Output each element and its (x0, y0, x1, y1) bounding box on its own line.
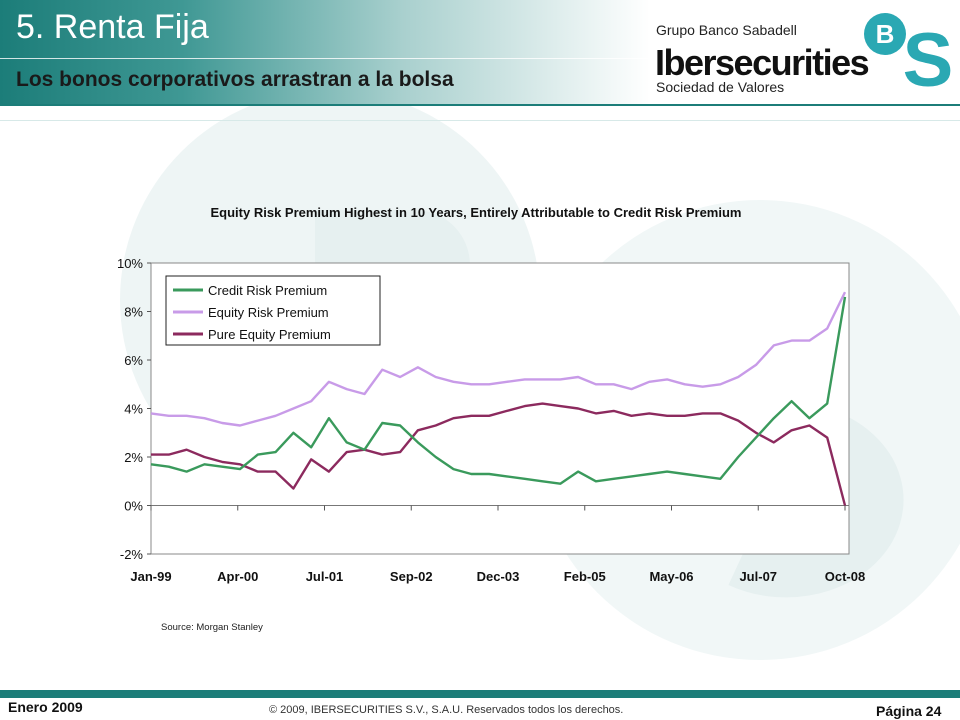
footer-page-number: Página 24 (876, 703, 942, 719)
chart-title: Equity Risk Premium Highest in 10 Years,… (211, 205, 742, 220)
bs-logo: B S (864, 13, 954, 90)
header-rule-light (0, 120, 960, 121)
y-tick-label: 10% (117, 256, 143, 271)
page-title: 5. Renta Fija (16, 8, 209, 46)
x-axis: Jan-99 Apr-00 Jul-01 Sep-02 Dec-03 Feb-05 May-… (130, 505, 865, 584)
header-rule (0, 104, 960, 106)
logo-letter-s: S (903, 18, 954, 90)
x-tick-label: Sep-02 (390, 569, 433, 584)
brand-name: Ibersecurities (655, 42, 870, 83)
footer-bar (0, 690, 960, 698)
y-tick-label: 6% (124, 353, 143, 368)
series-line-2 (150, 291, 847, 427)
series-lines (150, 291, 847, 506)
chart-source: Source: Morgan Stanley (161, 622, 263, 633)
y-tick-label: -2% (120, 547, 144, 562)
x-tick-label: Jul-07 (739, 569, 777, 584)
logo-letter-b: B (876, 19, 895, 49)
y-axis: 10% 8% 6% 4% 2% 0% -2% (117, 256, 151, 562)
series-line-3 (151, 402, 847, 506)
series-line-1 (150, 296, 847, 485)
x-tick-label: Jan-99 (130, 569, 171, 584)
x-tick-label: Feb-05 (564, 569, 606, 584)
y-tick-label: 2% (124, 450, 143, 465)
legend: Credit Risk Premium Equity Risk Premium Pu… (165, 275, 381, 346)
x-tick-label: Jul-01 (306, 569, 344, 584)
y-tick-label: 0% (124, 499, 143, 514)
y-tick-label: 8% (124, 305, 143, 320)
legend-label: Pure Equity Premium (208, 327, 331, 342)
x-tick-label: May-06 (649, 569, 693, 584)
x-tick-label: Apr-00 (217, 569, 258, 584)
page-subtitle: Los bonos corporativos arrastran a la bo… (16, 68, 454, 91)
x-tick-label: Oct-08 (825, 569, 865, 584)
x-tick-label: Dec-03 (477, 569, 520, 584)
legend-label: Credit Risk Premium (208, 283, 327, 298)
header-band (0, 0, 650, 104)
group-name: Grupo Banco Sabadell (656, 22, 797, 38)
legend-label: Equity Risk Premium (208, 305, 329, 320)
y-tick-label: 4% (124, 402, 143, 417)
brand-subtitle: Sociedad de Valores (656, 79, 785, 95)
footer-date: Enero 2009 (8, 699, 83, 715)
footer-copyright: © 2009, IBERSECURITIES S.V., S.A.U. Rese… (269, 704, 624, 716)
header-divider (0, 58, 650, 59)
